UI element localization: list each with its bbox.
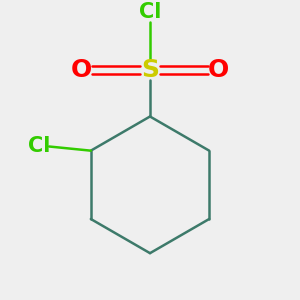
Text: S: S <box>141 58 159 82</box>
Text: O: O <box>208 58 229 82</box>
Text: O: O <box>71 58 92 82</box>
Text: Cl: Cl <box>28 136 50 157</box>
Text: Cl: Cl <box>139 2 161 22</box>
